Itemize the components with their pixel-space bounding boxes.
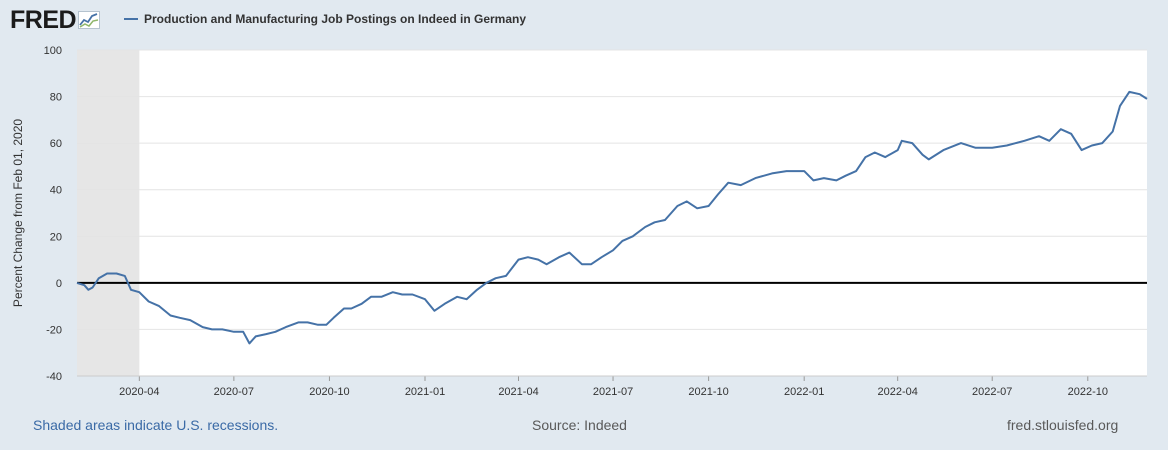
y-tick-label: -40 — [46, 371, 62, 383]
recession-note[interactable]: Shaded areas indicate U.S. recessions. — [33, 417, 279, 433]
chart-legend: Production and Manufacturing Job Posting… — [124, 12, 526, 26]
x-tick-label: 2021-04 — [498, 386, 538, 398]
source-label: Source: Indeed — [532, 417, 627, 433]
x-tick-label: 2021-07 — [593, 386, 633, 398]
legend-swatch — [124, 18, 138, 20]
y-tick-label: 0 — [56, 278, 62, 290]
x-tick-label: 2020-07 — [214, 386, 254, 398]
y-tick-label: 60 — [50, 138, 62, 150]
x-tick-label: 2022-04 — [877, 386, 917, 398]
line-chart: 100 80 60 40 20 0 -20 -40 2020-04 2020-07 2020-10 2… — [11, 45, 1148, 398]
fred-logo[interactable]: FRED — [10, 6, 101, 34]
y-axis-label: Percent Change from Feb 01, 2020 — [11, 119, 25, 307]
y-tick-label: 40 — [50, 185, 62, 197]
x-tick-label: 2022-10 — [1068, 386, 1108, 398]
fred-logo-text: FRED — [10, 6, 77, 34]
y-tick-label: 20 — [50, 231, 62, 243]
x-tick-label: 2020-10 — [309, 386, 349, 398]
x-tick-label: 2021-01 — [405, 386, 445, 398]
recession-shading-0 — [77, 50, 140, 376]
chart-header: FRED Production and Manufacturing Job Po… — [0, 0, 1168, 40]
y-tick-label: 100 — [44, 45, 62, 57]
y-tick-label: 80 — [50, 92, 62, 104]
y-tick-label: -20 — [46, 324, 62, 336]
plot-area — [77, 50, 1147, 376]
x-tick-label: 2022-07 — [972, 386, 1012, 398]
x-tick-label: 2022-01 — [784, 386, 824, 398]
x-tick-label: 2020-04 — [119, 386, 159, 398]
series-line-0 — [76, 90, 1148, 345]
site-link[interactable]: fred.stlouisfed.org — [1007, 417, 1119, 433]
fred-graph-icon — [78, 11, 101, 29]
x-tick-label: 2021-10 — [688, 386, 728, 398]
legend-label: Production and Manufacturing Job Posting… — [144, 12, 527, 26]
